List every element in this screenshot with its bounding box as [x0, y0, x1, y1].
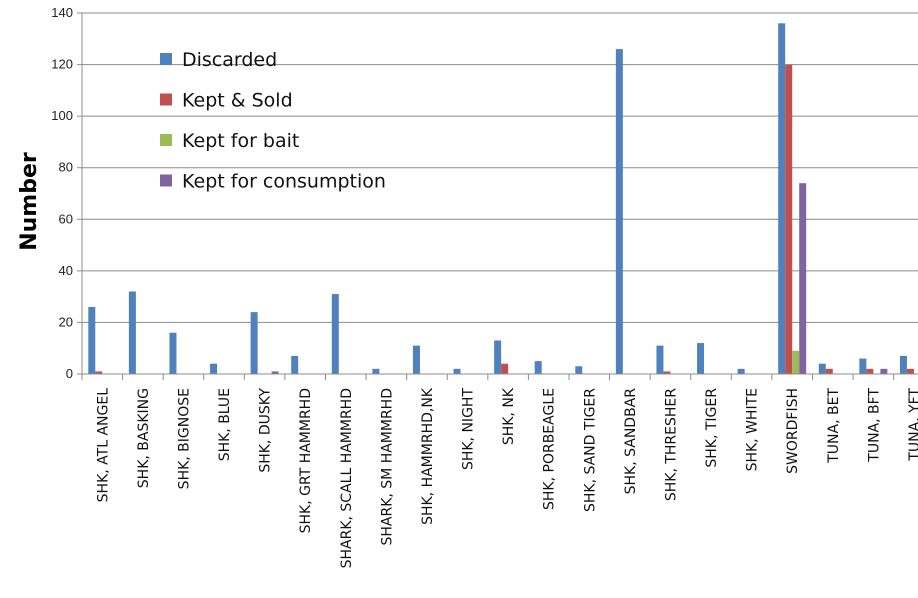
y-tick-label: 140: [51, 5, 73, 20]
x-tick-label: SHK, NIGHT: [461, 388, 477, 470]
bar: [656, 345, 664, 374]
y-tick-label: 60: [59, 211, 73, 226]
bar: [792, 350, 800, 374]
bar: [880, 368, 888, 374]
y-tick-label: 80: [59, 160, 73, 175]
bar: [128, 291, 136, 374]
x-tick-label: SHARK, SCALL HAMMRHD: [339, 388, 355, 568]
legend-swatch: [160, 174, 172, 187]
x-tick-label: TUNA, BFT: [866, 388, 882, 463]
x-tick-label: SHK, BASKING: [136, 388, 152, 488]
y-tick-label: 100: [51, 108, 73, 123]
bar: [818, 363, 826, 374]
x-tick-label: SHK, DUSKY: [258, 388, 274, 473]
x-tick-label: SHARK, SM HAMMRHD: [379, 388, 395, 546]
legend: Discarded Kept & Sold Kept for bait Kept fo…: [160, 49, 386, 193]
x-tick-label: SHK, SAND TIGER: [582, 388, 598, 512]
x-axis-labels: SHK, ATL ANGEL SHK, BASKING SHK, BIGNOSE SH…: [95, 387, 918, 568]
bar: [271, 371, 279, 374]
bar: [534, 361, 542, 374]
x-tick-label: SWORDFISH: [785, 388, 801, 474]
bar: [372, 368, 380, 374]
bar: [210, 363, 218, 374]
x-tick-label: TUNA, YFT: [907, 388, 918, 462]
y-axis-title: Number: [17, 152, 42, 251]
bar: [453, 368, 461, 374]
bar: [412, 345, 420, 374]
gridlines: [82, 12, 918, 323]
bar: [697, 343, 705, 374]
y-axis-ticks: 0 20 40 60 80 100 120 140: [51, 5, 82, 381]
bar: [575, 366, 583, 374]
bar: [866, 368, 874, 374]
bar: [95, 371, 103, 374]
y-tick-label: 20: [59, 314, 73, 329]
y-tick-label: 120: [51, 57, 73, 72]
legend-swatch: [160, 134, 172, 146]
legend-label: Kept for consumption: [182, 171, 386, 193]
bar: [785, 64, 793, 375]
bar: [859, 358, 867, 374]
bar: [663, 371, 671, 374]
x-tick-label: SHK, BLUE: [217, 388, 233, 461]
y-tick-label: 40: [59, 263, 73, 278]
bar: [501, 363, 509, 374]
axes: [81, 13, 918, 380]
x-tick-label: SHK, WHITE: [745, 388, 761, 471]
legend-label: Discarded: [182, 49, 277, 71]
bar: [906, 368, 914, 374]
y-tick-label: 0: [66, 366, 73, 381]
legend-label: Kept for bait: [182, 130, 299, 152]
x-tick-label: SHK, HAMMRHD,NK: [420, 387, 436, 525]
legend-swatch: [160, 53, 172, 65]
x-tick-label: SHK, TIGER: [704, 388, 720, 468]
x-tick-label: SHK, PORBEAGLE: [542, 388, 558, 510]
bar: [331, 294, 339, 374]
bar: [494, 340, 502, 374]
bar: [88, 306, 96, 374]
bars: [88, 23, 914, 375]
bar: [737, 368, 745, 374]
bar: [291, 355, 299, 374]
bar: [899, 355, 907, 374]
x-tick-label: SHK, SANDBAR: [623, 388, 639, 495]
x-tick-label: SHK, BIGNOSE: [176, 388, 192, 489]
bar: [778, 23, 786, 375]
bar: [799, 183, 807, 374]
x-tick-label: SHK, GRT HAMMRHD: [298, 388, 314, 533]
legend-label: Kept & Sold: [182, 90, 293, 112]
x-tick-label: TUNA, BET: [826, 388, 842, 464]
legend-swatch: [160, 93, 172, 106]
x-tick-label: SHK, THRESHER: [663, 388, 679, 501]
bar: [615, 49, 623, 374]
x-tick-label: SHK, ATL ANGEL: [95, 388, 111, 503]
bar: [169, 332, 177, 374]
x-tick-label: SHK, NK: [501, 387, 517, 445]
bar: [250, 312, 258, 374]
bar: [825, 368, 833, 374]
